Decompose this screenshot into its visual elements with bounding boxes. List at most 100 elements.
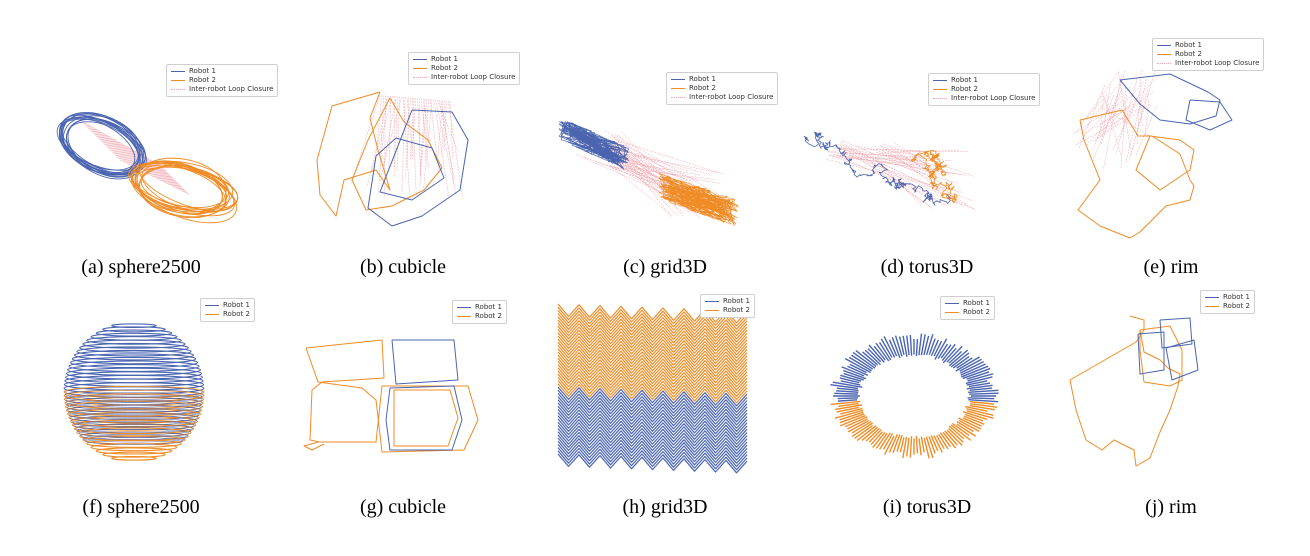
legend-entry-robot1: Robot 1 [1157,41,1259,50]
panel-e: Robot 1 Robot 2 Inter-robot Loop Closure… [1040,40,1302,306]
robot1-segment [838,400,857,401]
legend-entry-robot1: Robot 1 [671,75,773,84]
robot2-trajectory [304,442,324,450]
robot1-segment [836,391,858,392]
robot1-trajectory [1160,318,1192,348]
trajectory-plot-j [1040,290,1302,516]
legend-entry-robot1: Robot 1 [413,55,515,64]
legend-j: Robot 1 Robot 2 [1200,290,1255,314]
caption-i: (i) torus3D [796,496,1058,519]
robot1-segment [907,335,909,355]
legend-b: Robot 1 Robot 2 Inter-robot Loop Closure [408,52,520,85]
robot1-segment [919,334,922,356]
legend-entry-robot1: Robot 1 [933,76,1035,85]
robot1-segment [916,339,917,356]
robot1-segment [910,335,911,356]
loop-closure-edge [438,100,443,156]
legend-entry-robot1: Robot 1 [705,297,750,306]
panel-i: Robot 1 Robot 2 (i) torus3D [796,290,1058,556]
panel-a: Robot 1 Robot 2 Inter-robot Loop Closure… [10,40,272,306]
caption-d: (d) torus3D [796,256,1058,279]
legend-entry-loop: Inter-robot Loop Closure [171,85,273,94]
loop-closure-edge [1093,95,1114,150]
legend-a: Robot 1 Robot 2 Inter-robot Loop Closure [166,64,278,97]
legend-entry-robot2: Robot 2 [933,85,1035,94]
legend-entry-robot2: Robot 2 [945,308,990,317]
panel-f: Robot 1 Robot 2 (f) sphere2500 [10,290,272,556]
loop-closure-edge [883,144,974,177]
loop-closure-edge [425,99,429,162]
loop-closure-edge [110,150,182,187]
loop-closure-edge [448,101,462,197]
robot2-segment [910,436,911,457]
loop-closure-edge [1103,75,1121,170]
legend-entry-robot2: Robot 2 [171,76,273,85]
loop-closure-edge [870,156,921,203]
robot1-segment [838,398,858,399]
panel-j: Robot 1 Robot 2 (j) rim [1040,290,1302,556]
caption-f: (f) sphere2500 [10,496,272,519]
loop-closure-edge [1074,87,1130,147]
loop-closure-edge [420,99,427,186]
loop-closure-edge [1145,101,1149,136]
robot2-trajectory [317,92,390,216]
panel-g: Robot 1 Robot 2 (g) cubicle [272,290,534,556]
loop-closure-edge [1077,106,1144,145]
legend-e: Robot 1 Robot 2 Inter-robot Loop Closure [1152,38,1264,71]
panel-c: Robot 1 Robot 2 Inter-robot Loop Closure… [534,40,796,306]
loop-closure-edge [389,96,391,170]
loop-closure-edge [1118,72,1130,150]
legend-entry-robot2: Robot 2 [671,84,773,93]
robot1-segment [968,398,995,399]
legend-entry-loop: Inter-robot Loop Closure [1157,59,1259,68]
loop-closure-edge [442,101,445,156]
legend-f: Robot 1 Robot 2 [200,298,255,322]
robot1-segment [969,393,999,394]
robot2-trajectory [659,173,738,225]
legend-entry-robot2: Robot 2 [205,310,250,319]
robot2-ring [112,457,157,461]
legend-entry-robot2: Robot 2 [413,64,515,73]
loop-closure-edge [1136,106,1156,155]
legend-c: Robot 1 Robot 2 Inter-robot Loop Closure [666,72,778,105]
legend-g: Robot 1 Robot 2 [452,300,507,324]
loop-closure-edge [403,97,410,200]
caption-h: (h) grid3D [534,496,796,519]
caption-e: (e) rim [1040,256,1302,279]
legend-h: Robot 1 Robot 2 [700,294,755,318]
trajectory-plot-e [1040,40,1302,266]
loop-closure-edge [444,101,446,151]
robot2-segment [919,439,921,456]
legend-entry-robot1: Robot 1 [205,301,250,310]
legend-entry-loop: Inter-robot Loop Closure [933,94,1035,103]
caption-a: (a) sphere2500 [10,256,272,279]
legend-entry-robot2: Robot 2 [457,312,502,321]
loop-closure-edge [837,155,948,205]
robot2-segment [907,438,909,457]
legend-entry-loop: Inter-robot Loop Closure [413,73,515,82]
trajectory-plot-i [796,290,1058,516]
caption-b: (b) cubicle [272,256,534,279]
loop-closure-edge [397,97,400,171]
loop-closure-edge [384,97,402,166]
loop-closure-edge [1080,95,1107,125]
trajectory-plot-f [10,290,272,516]
robot2-trajectory [1078,110,1194,238]
caption-c: (c) grid3D [534,256,796,279]
panel-h: Robot 1 Robot 2 (h) grid3D [534,290,796,556]
legend-entry-robot2: Robot 2 [705,306,750,315]
robot1-trajectory [1186,100,1232,130]
legend-entry-robot1: Robot 1 [171,67,273,76]
loop-closure-edge [402,97,405,193]
robot1-trajectory [386,386,462,450]
legend-entry-robot2: Robot 2 [1157,50,1259,59]
robot2-trajectory [394,390,458,446]
robot1-trajectory [1120,74,1220,124]
legend-entry-robot1: Robot 1 [945,299,990,308]
legend-entry-robot1: Robot 1 [457,303,502,312]
legend-entry-robot1: Robot 1 [1205,293,1250,302]
loop-closure-edge [849,155,973,200]
robot1-trajectory [392,340,458,384]
panel-b: Robot 1 Robot 2 Inter-robot Loop Closure… [272,40,534,306]
panel-d: Robot 1 Robot 2 Inter-robot Loop Closure… [796,40,1058,306]
